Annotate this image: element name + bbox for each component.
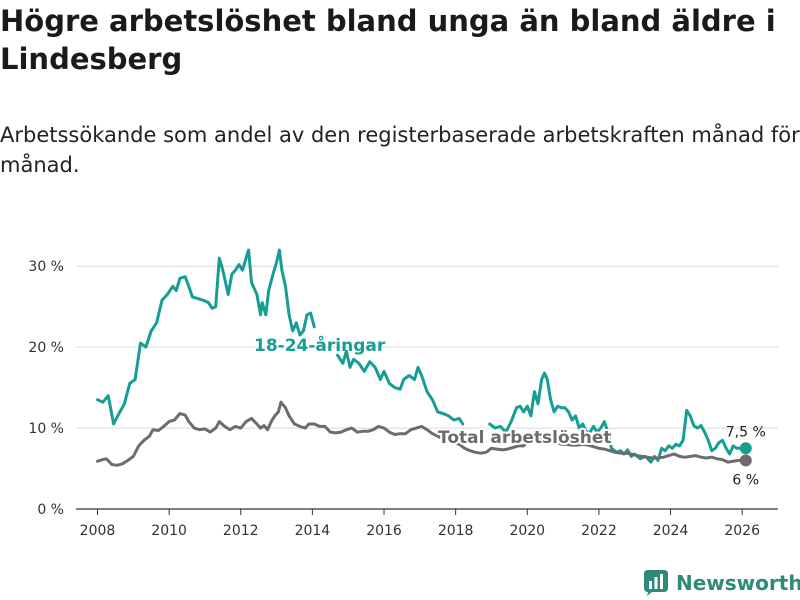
x-tick-label: 2018 (438, 523, 474, 539)
x-axis: 2008 2010 2012 2014 2016 2018 2020 2022 2024 2026 (80, 509, 760, 539)
x-tick-label: 2026 (724, 523, 760, 539)
x-tick-label: 2010 (151, 523, 187, 539)
end-value-label-youth: 7,5 % (726, 424, 766, 440)
series-labels: 18-24-åringar Total arbetslöshet 7,5 % 6 % (254, 334, 766, 488)
series-line-total (96, 400, 748, 467)
y-tick-label: 10 % (28, 421, 64, 437)
x-tick-label: 2024 (653, 523, 689, 539)
series-lines (96, 248, 752, 467)
y-tick-label: 20 % (28, 340, 64, 356)
y-tick-label: 30 % (28, 259, 64, 275)
series-line-youth (336, 349, 465, 426)
x-tick-label: 2012 (223, 523, 259, 539)
newsworthy-logo: Newsworthy (644, 568, 800, 598)
series-line-youth (488, 371, 748, 464)
y-axis: 0 % 10 % 20 % 30 % (28, 259, 64, 518)
x-tick-label: 2022 (581, 523, 617, 539)
x-tick-label: 2008 (80, 523, 116, 539)
x-tick-label: 2020 (509, 523, 545, 539)
chart-logo-icon (644, 570, 668, 596)
page-title: Högre arbetslöshet bland unga än bland ä… (0, 4, 776, 76)
series-line-youth (96, 248, 316, 426)
x-tick-label: 2014 (295, 523, 331, 539)
series-label-total: Total arbetslöshet (438, 428, 612, 448)
y-tick-label: 0 % (37, 502, 64, 518)
end-marker-total (739, 454, 752, 467)
end-marker-youth (739, 442, 752, 455)
brand-name: Newsworthy (676, 571, 800, 595)
end-value-label-total: 6 % (732, 472, 759, 488)
series-label-youth: 18-24-åringar (254, 334, 386, 356)
page-subtitle: Arbetssökande som andel av den registerb… (0, 123, 800, 177)
x-tick-label: 2016 (366, 523, 402, 539)
